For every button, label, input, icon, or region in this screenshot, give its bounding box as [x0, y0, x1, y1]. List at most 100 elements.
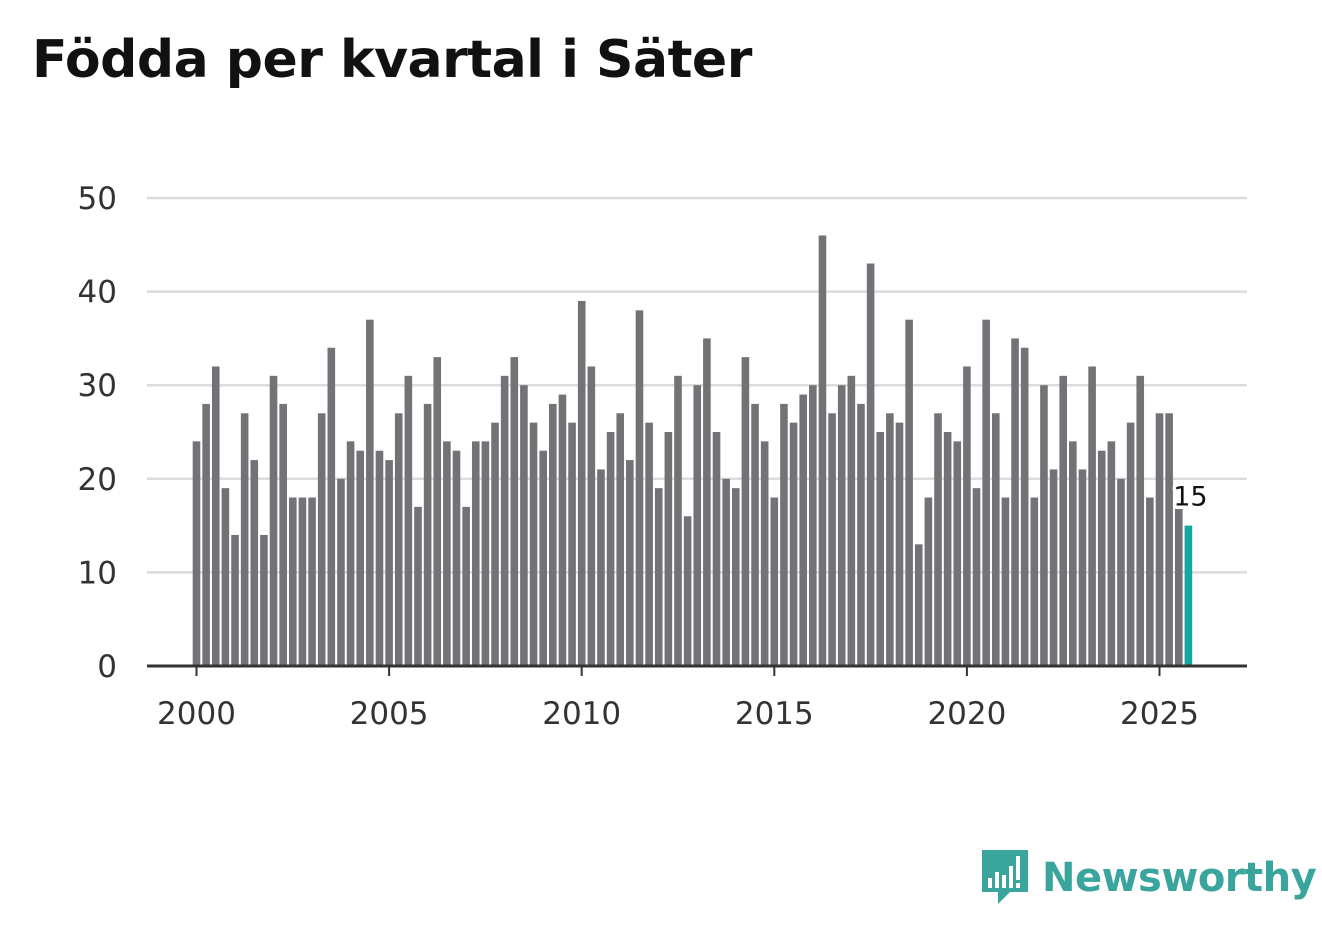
bar — [683, 516, 692, 666]
y-tick-label: 50 — [78, 181, 117, 217]
x-tick-label: 2015 — [735, 696, 814, 732]
bar — [722, 478, 730, 666]
bar — [674, 375, 682, 666]
bar — [568, 422, 576, 666]
bar — [616, 413, 625, 666]
bar — [654, 488, 663, 666]
x-tick-label: 2020 — [927, 696, 1006, 732]
bar — [356, 450, 365, 666]
brand-logo[interactable]: Newsworthy — [980, 848, 1317, 908]
bars — [192, 235, 1193, 666]
bar — [366, 319, 374, 666]
bar — [712, 432, 721, 666]
bar — [491, 422, 499, 666]
brand-name: Newsworthy — [1042, 855, 1317, 901]
bar — [385, 460, 393, 666]
x-tick-label: 2010 — [542, 696, 621, 732]
bar — [664, 432, 673, 666]
bar — [1088, 366, 1096, 666]
bar-highlight — [1184, 525, 1193, 666]
bar — [298, 497, 307, 666]
y-tick-label: 30 — [78, 368, 117, 404]
bar — [452, 450, 461, 666]
bar — [211, 366, 220, 666]
bar — [963, 366, 971, 666]
bar — [1126, 422, 1135, 666]
bar — [886, 413, 894, 666]
bar — [866, 263, 875, 666]
bar — [693, 385, 702, 666]
bar — [529, 422, 538, 666]
bar — [760, 441, 769, 666]
bar — [240, 413, 249, 666]
bar — [606, 432, 615, 666]
bar-value-label: 15 — [1173, 482, 1207, 513]
bar-annotation: 15 — [1170, 478, 1211, 516]
bar — [635, 310, 644, 666]
bar — [1107, 441, 1116, 666]
bar — [982, 319, 990, 666]
bar — [953, 441, 962, 666]
bar — [423, 403, 432, 666]
x-tick-label: 2000 — [157, 696, 236, 732]
bar — [645, 422, 653, 666]
bar — [924, 497, 933, 666]
bar — [828, 413, 836, 666]
bar — [1001, 497, 1010, 666]
bar — [741, 357, 750, 666]
bar — [192, 441, 201, 666]
bar — [895, 422, 904, 666]
bar — [289, 497, 297, 666]
bar — [837, 385, 846, 666]
bar — [539, 450, 547, 666]
y-tick-label: 10 — [78, 555, 117, 591]
bar — [1117, 478, 1125, 666]
bar — [510, 357, 519, 666]
bar — [876, 432, 885, 666]
bar — [626, 460, 634, 666]
y-tick-label: 20 — [78, 462, 117, 498]
bar — [260, 534, 268, 666]
bar — [1059, 375, 1067, 666]
x-tick-label: 2005 — [350, 696, 429, 732]
x-tick-label: 2025 — [1120, 696, 1199, 732]
bar — [751, 403, 759, 666]
bar — [346, 441, 355, 666]
bar — [231, 534, 239, 666]
bar — [799, 394, 807, 666]
bar — [394, 413, 403, 666]
bar-chart: 0 10 20 30 40 50 2000 2005 2010 2015 2020 2025 15 — [78, 181, 1247, 732]
bar — [250, 460, 259, 666]
bar — [279, 403, 287, 666]
bar — [443, 441, 451, 666]
bar — [404, 375, 413, 666]
y-tick-label: 0 — [97, 649, 117, 685]
bar — [317, 413, 326, 666]
bar — [1020, 347, 1029, 666]
bar — [577, 300, 586, 666]
bar — [221, 488, 230, 666]
x-axis: 2000 2005 2010 2015 2020 2025 — [157, 666, 1199, 732]
bar — [1030, 497, 1039, 666]
bar — [1097, 450, 1106, 666]
bar — [471, 441, 480, 666]
bar — [780, 403, 788, 666]
bar — [809, 385, 817, 666]
bar — [943, 432, 952, 666]
bar — [972, 488, 981, 666]
y-axis-labels: 0 10 20 30 40 50 — [78, 181, 117, 685]
bar — [500, 375, 509, 666]
bar — [375, 450, 384, 666]
bar — [731, 488, 740, 666]
bar — [789, 422, 798, 666]
bar — [1011, 338, 1019, 666]
bar — [770, 497, 779, 666]
chart-title: Födda per kvartal i Säter — [32, 30, 752, 90]
bar — [1174, 506, 1183, 666]
bar — [587, 366, 596, 666]
bar — [520, 385, 528, 666]
newsworthy-logo-icon — [982, 850, 1028, 904]
bar — [1165, 413, 1173, 666]
bar — [1040, 385, 1048, 666]
bar — [1155, 413, 1164, 666]
